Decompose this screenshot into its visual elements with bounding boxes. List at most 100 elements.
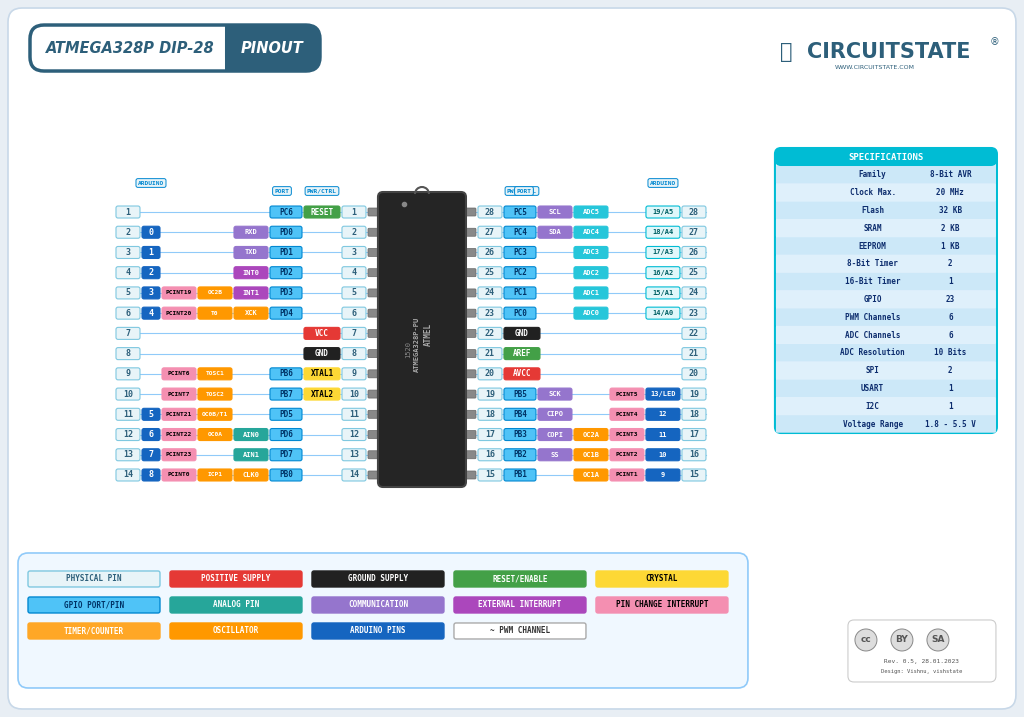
Text: 3: 3 bbox=[126, 248, 130, 257]
FancyBboxPatch shape bbox=[116, 227, 140, 238]
Text: ARDUINO: ARDUINO bbox=[650, 181, 676, 186]
FancyBboxPatch shape bbox=[574, 247, 608, 258]
FancyBboxPatch shape bbox=[368, 390, 378, 398]
FancyBboxPatch shape bbox=[775, 148, 997, 166]
Text: 12: 12 bbox=[123, 430, 133, 439]
Text: CLK0: CLK0 bbox=[243, 472, 259, 478]
FancyBboxPatch shape bbox=[682, 287, 706, 299]
FancyBboxPatch shape bbox=[478, 408, 502, 420]
Text: ADC3: ADC3 bbox=[583, 250, 599, 255]
Text: AREF: AREF bbox=[513, 349, 531, 358]
Text: 20: 20 bbox=[485, 369, 495, 379]
Text: AIN0: AIN0 bbox=[243, 432, 259, 437]
Text: PB3: PB3 bbox=[513, 430, 527, 439]
Text: 25: 25 bbox=[485, 268, 495, 277]
FancyBboxPatch shape bbox=[466, 390, 476, 398]
Text: PD4: PD4 bbox=[280, 308, 293, 318]
FancyBboxPatch shape bbox=[478, 328, 502, 339]
FancyBboxPatch shape bbox=[776, 201, 996, 219]
Text: 3: 3 bbox=[351, 248, 356, 257]
Text: Family: Family bbox=[859, 171, 887, 179]
Text: GPIO PORT/PIN: GPIO PORT/PIN bbox=[63, 600, 124, 609]
FancyBboxPatch shape bbox=[116, 206, 140, 218]
FancyBboxPatch shape bbox=[142, 449, 160, 461]
Text: INT1: INT1 bbox=[243, 290, 259, 296]
FancyBboxPatch shape bbox=[28, 597, 160, 613]
FancyBboxPatch shape bbox=[466, 208, 476, 216]
Text: AVCC: AVCC bbox=[513, 369, 531, 379]
FancyBboxPatch shape bbox=[454, 597, 586, 613]
FancyBboxPatch shape bbox=[504, 449, 536, 461]
FancyBboxPatch shape bbox=[270, 247, 302, 258]
Text: PHYSICAL PIN: PHYSICAL PIN bbox=[67, 574, 122, 584]
Text: 4: 4 bbox=[126, 268, 130, 277]
Text: 16/A2: 16/A2 bbox=[652, 270, 674, 276]
Text: ICP1: ICP1 bbox=[208, 473, 222, 478]
Text: 13: 13 bbox=[123, 450, 133, 460]
FancyBboxPatch shape bbox=[776, 219, 996, 237]
Text: 9: 9 bbox=[126, 369, 130, 379]
FancyBboxPatch shape bbox=[342, 429, 366, 440]
Text: PINOUT: PINOUT bbox=[241, 41, 304, 55]
Text: PB5: PB5 bbox=[513, 389, 527, 399]
Text: 14/A0: 14/A0 bbox=[652, 310, 674, 316]
FancyBboxPatch shape bbox=[504, 287, 536, 299]
FancyBboxPatch shape bbox=[368, 329, 378, 338]
Circle shape bbox=[855, 629, 877, 651]
FancyBboxPatch shape bbox=[28, 623, 160, 639]
Text: PB0: PB0 bbox=[280, 470, 293, 480]
FancyBboxPatch shape bbox=[504, 227, 536, 238]
FancyBboxPatch shape bbox=[225, 26, 234, 70]
Text: 4: 4 bbox=[148, 308, 154, 318]
Text: SRAM: SRAM bbox=[863, 224, 882, 233]
FancyBboxPatch shape bbox=[682, 348, 706, 360]
FancyBboxPatch shape bbox=[574, 267, 608, 279]
FancyBboxPatch shape bbox=[342, 267, 366, 279]
FancyBboxPatch shape bbox=[775, 148, 997, 433]
FancyBboxPatch shape bbox=[646, 267, 680, 279]
Text: SPECIFICATIONS: SPECIFICATIONS bbox=[848, 153, 924, 161]
Text: 1 KB: 1 KB bbox=[941, 242, 959, 251]
Text: PD6: PD6 bbox=[280, 430, 293, 439]
FancyBboxPatch shape bbox=[776, 272, 996, 290]
FancyBboxPatch shape bbox=[162, 408, 196, 420]
FancyBboxPatch shape bbox=[342, 348, 366, 360]
Text: OC2A: OC2A bbox=[583, 432, 599, 437]
Text: OC0B/T1: OC0B/T1 bbox=[202, 412, 228, 417]
FancyBboxPatch shape bbox=[368, 249, 378, 257]
Text: 26: 26 bbox=[689, 248, 699, 257]
FancyBboxPatch shape bbox=[116, 287, 140, 299]
Text: 23: 23 bbox=[485, 308, 495, 318]
FancyBboxPatch shape bbox=[198, 388, 232, 400]
FancyBboxPatch shape bbox=[28, 571, 160, 587]
FancyBboxPatch shape bbox=[342, 408, 366, 420]
Text: 6: 6 bbox=[351, 308, 356, 318]
Text: PD7: PD7 bbox=[280, 450, 293, 460]
FancyBboxPatch shape bbox=[378, 192, 466, 487]
Text: 20 MHz: 20 MHz bbox=[937, 188, 965, 197]
Text: 27: 27 bbox=[689, 228, 699, 237]
FancyBboxPatch shape bbox=[342, 247, 366, 258]
FancyBboxPatch shape bbox=[776, 397, 996, 415]
Text: GND: GND bbox=[515, 329, 529, 338]
FancyBboxPatch shape bbox=[682, 408, 706, 420]
FancyBboxPatch shape bbox=[504, 247, 536, 258]
FancyBboxPatch shape bbox=[270, 206, 302, 218]
Text: cc: cc bbox=[860, 635, 871, 645]
FancyBboxPatch shape bbox=[646, 429, 680, 440]
Text: 26: 26 bbox=[485, 248, 495, 257]
Text: 6: 6 bbox=[948, 313, 952, 322]
FancyBboxPatch shape bbox=[776, 344, 996, 361]
FancyBboxPatch shape bbox=[466, 228, 476, 236]
FancyBboxPatch shape bbox=[596, 597, 728, 613]
FancyBboxPatch shape bbox=[270, 429, 302, 440]
FancyBboxPatch shape bbox=[682, 469, 706, 481]
Text: 6: 6 bbox=[948, 331, 952, 340]
FancyBboxPatch shape bbox=[142, 267, 160, 279]
FancyBboxPatch shape bbox=[646, 247, 680, 258]
FancyBboxPatch shape bbox=[454, 623, 586, 639]
FancyBboxPatch shape bbox=[342, 307, 366, 319]
FancyBboxPatch shape bbox=[162, 469, 196, 481]
Text: 9: 9 bbox=[660, 472, 665, 478]
FancyBboxPatch shape bbox=[610, 388, 644, 400]
